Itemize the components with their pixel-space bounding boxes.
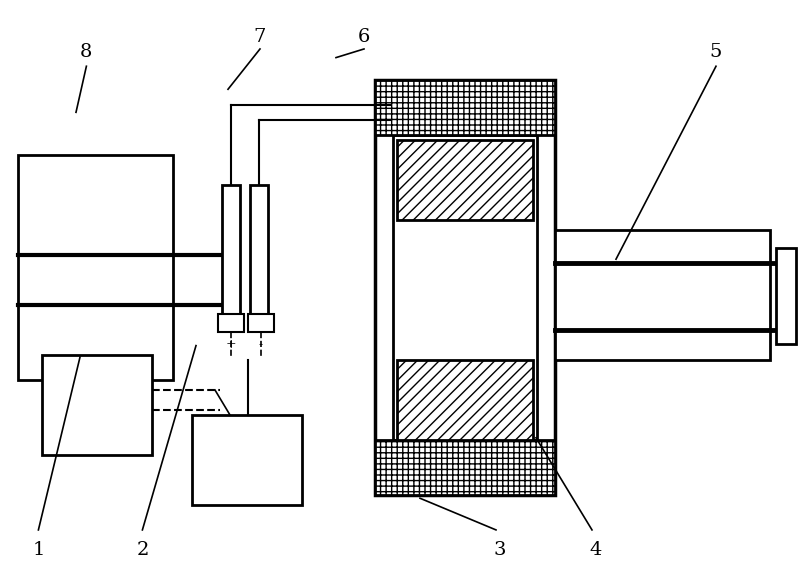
Text: 5: 5 xyxy=(710,43,722,61)
Text: 4: 4 xyxy=(590,541,602,559)
Bar xyxy=(397,140,533,220)
Bar xyxy=(393,135,537,440)
Text: 3: 3 xyxy=(494,541,506,559)
Text: +: + xyxy=(226,339,236,351)
Bar xyxy=(375,80,555,135)
Text: 7: 7 xyxy=(254,28,266,47)
Bar xyxy=(375,440,555,495)
Bar xyxy=(397,360,533,440)
Bar xyxy=(250,185,268,315)
Bar xyxy=(776,248,796,344)
Text: -: - xyxy=(259,339,263,351)
Text: 2: 2 xyxy=(136,541,149,559)
Text: 6: 6 xyxy=(358,28,370,47)
Bar xyxy=(218,314,244,332)
Bar xyxy=(248,314,274,332)
Bar xyxy=(42,355,152,455)
Text: 1: 1 xyxy=(32,541,45,559)
Bar xyxy=(555,230,770,360)
Text: 8: 8 xyxy=(80,43,93,61)
Bar xyxy=(222,185,240,315)
Bar xyxy=(18,155,173,380)
Bar xyxy=(192,415,302,505)
Bar xyxy=(375,80,555,495)
